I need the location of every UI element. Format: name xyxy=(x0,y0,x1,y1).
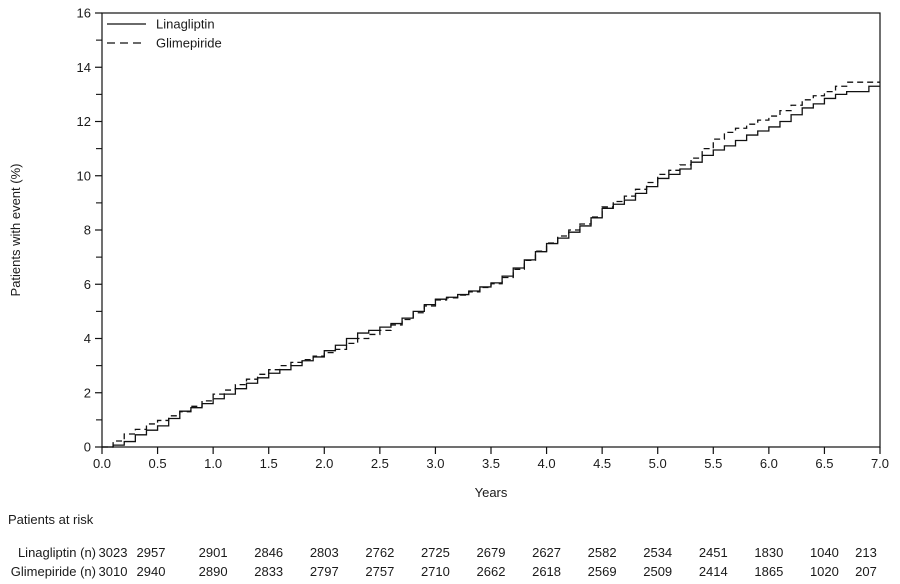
risk-count-cell: 2582 xyxy=(587,545,617,560)
risk-count-cell: 2534 xyxy=(643,545,673,560)
plot-frame xyxy=(101,12,881,448)
y-axis-title: Patients with event (%) xyxy=(8,164,23,297)
risk-count-cell: 1830 xyxy=(754,545,784,560)
risk-count-cell: 207 xyxy=(855,564,877,579)
x-tick-label: 5.0 xyxy=(649,456,667,471)
risk-count-cell: 3023 xyxy=(98,545,128,560)
risk-row-label: Glimepiride (n) xyxy=(10,564,96,579)
x-tick-label: 2.5 xyxy=(371,456,389,471)
risk-count-cell: 2679 xyxy=(476,545,506,560)
risk-count-cell: 3010 xyxy=(98,564,128,579)
risk-count-cell: 2797 xyxy=(309,564,339,579)
x-tick-label: 2.0 xyxy=(315,456,333,471)
risk-count-cell: 2414 xyxy=(698,564,728,579)
x-tick-label: 0.5 xyxy=(149,456,167,471)
series-curve-linagliptin xyxy=(102,85,880,448)
x-tick-label: 3.0 xyxy=(426,456,444,471)
series-curve-glimepiride xyxy=(102,81,880,448)
risk-count-cell: 2618 xyxy=(532,564,562,579)
x-tick-label: 6.5 xyxy=(815,456,833,471)
risk-row-glimepiride: Glimepiride (n) 3010 2940 2890 2833 2797 2757… xyxy=(0,564,900,579)
x-tick-label: 1.5 xyxy=(260,456,278,471)
risk-count-cell: 2901 xyxy=(198,545,228,560)
risk-count-cell: 2833 xyxy=(254,564,284,579)
risk-count-cell: 2662 xyxy=(476,564,506,579)
x-axis-title: Years xyxy=(475,485,508,500)
risk-count-cell: 2940 xyxy=(136,564,166,579)
risk-count-cell: 2710 xyxy=(420,564,450,579)
risk-count-cell: 2846 xyxy=(254,545,284,560)
risk-count-cell: 2803 xyxy=(309,545,339,560)
y-tick-label: 10 xyxy=(77,168,91,183)
x-tick-label: 5.5 xyxy=(704,456,722,471)
x-tick-label: 6.0 xyxy=(760,456,778,471)
risk-count-cell: 2757 xyxy=(365,564,395,579)
x-tick-label: 1.0 xyxy=(204,456,222,471)
risk-count-cell: 2762 xyxy=(365,545,395,560)
risk-count-cell: 2725 xyxy=(420,545,450,560)
x-tick-label: 3.5 xyxy=(482,456,500,471)
x-tick-label: 7.0 xyxy=(871,456,889,471)
y-tick-label: 6 xyxy=(84,277,91,292)
risk-count-cell: 2957 xyxy=(136,545,166,560)
risk-count-cell: 2890 xyxy=(198,564,228,579)
risk-count-cell: 1040 xyxy=(809,545,839,560)
y-tick-label: 2 xyxy=(84,385,91,400)
risk-row-label: Linagliptin (n) xyxy=(17,545,96,560)
risk-count-cell: 2569 xyxy=(587,564,617,579)
risk-count-cell: 2509 xyxy=(643,564,673,579)
y-tick-label: 12 xyxy=(77,114,91,129)
km-chart: 0 2 4 6 8 10 12 14 16 0.0 0.5 1.0 1.5 2.0 2.5 3.0 3.5 4.0… xyxy=(8,6,889,501)
x-tick-label: 4.5 xyxy=(593,456,611,471)
legend-label: Linagliptin xyxy=(156,17,215,32)
risk-count-cell: 213 xyxy=(855,545,877,560)
y-tick-label: 14 xyxy=(77,60,91,75)
risk-row-linagliptin: Linagliptin (n) 3023 2957 2901 2846 2803 2762… xyxy=(0,545,900,560)
risk-table-title: Patients at risk xyxy=(8,512,94,527)
risk-count-cell: 1865 xyxy=(754,564,784,579)
risk-count-cell: 2627 xyxy=(532,545,562,560)
y-tick-label: 16 xyxy=(77,6,91,21)
y-tick-label: 0 xyxy=(84,440,91,455)
x-tick-label: 0.0 xyxy=(93,456,111,471)
y-tick-label: 8 xyxy=(84,223,91,238)
risk-count-cell: 1020 xyxy=(809,564,839,579)
y-tick-label: 4 xyxy=(84,331,91,346)
x-tick-label: 4.0 xyxy=(538,456,556,471)
risk-count-cell: 2451 xyxy=(698,545,728,560)
legend-label: Glimepiride xyxy=(156,36,222,51)
